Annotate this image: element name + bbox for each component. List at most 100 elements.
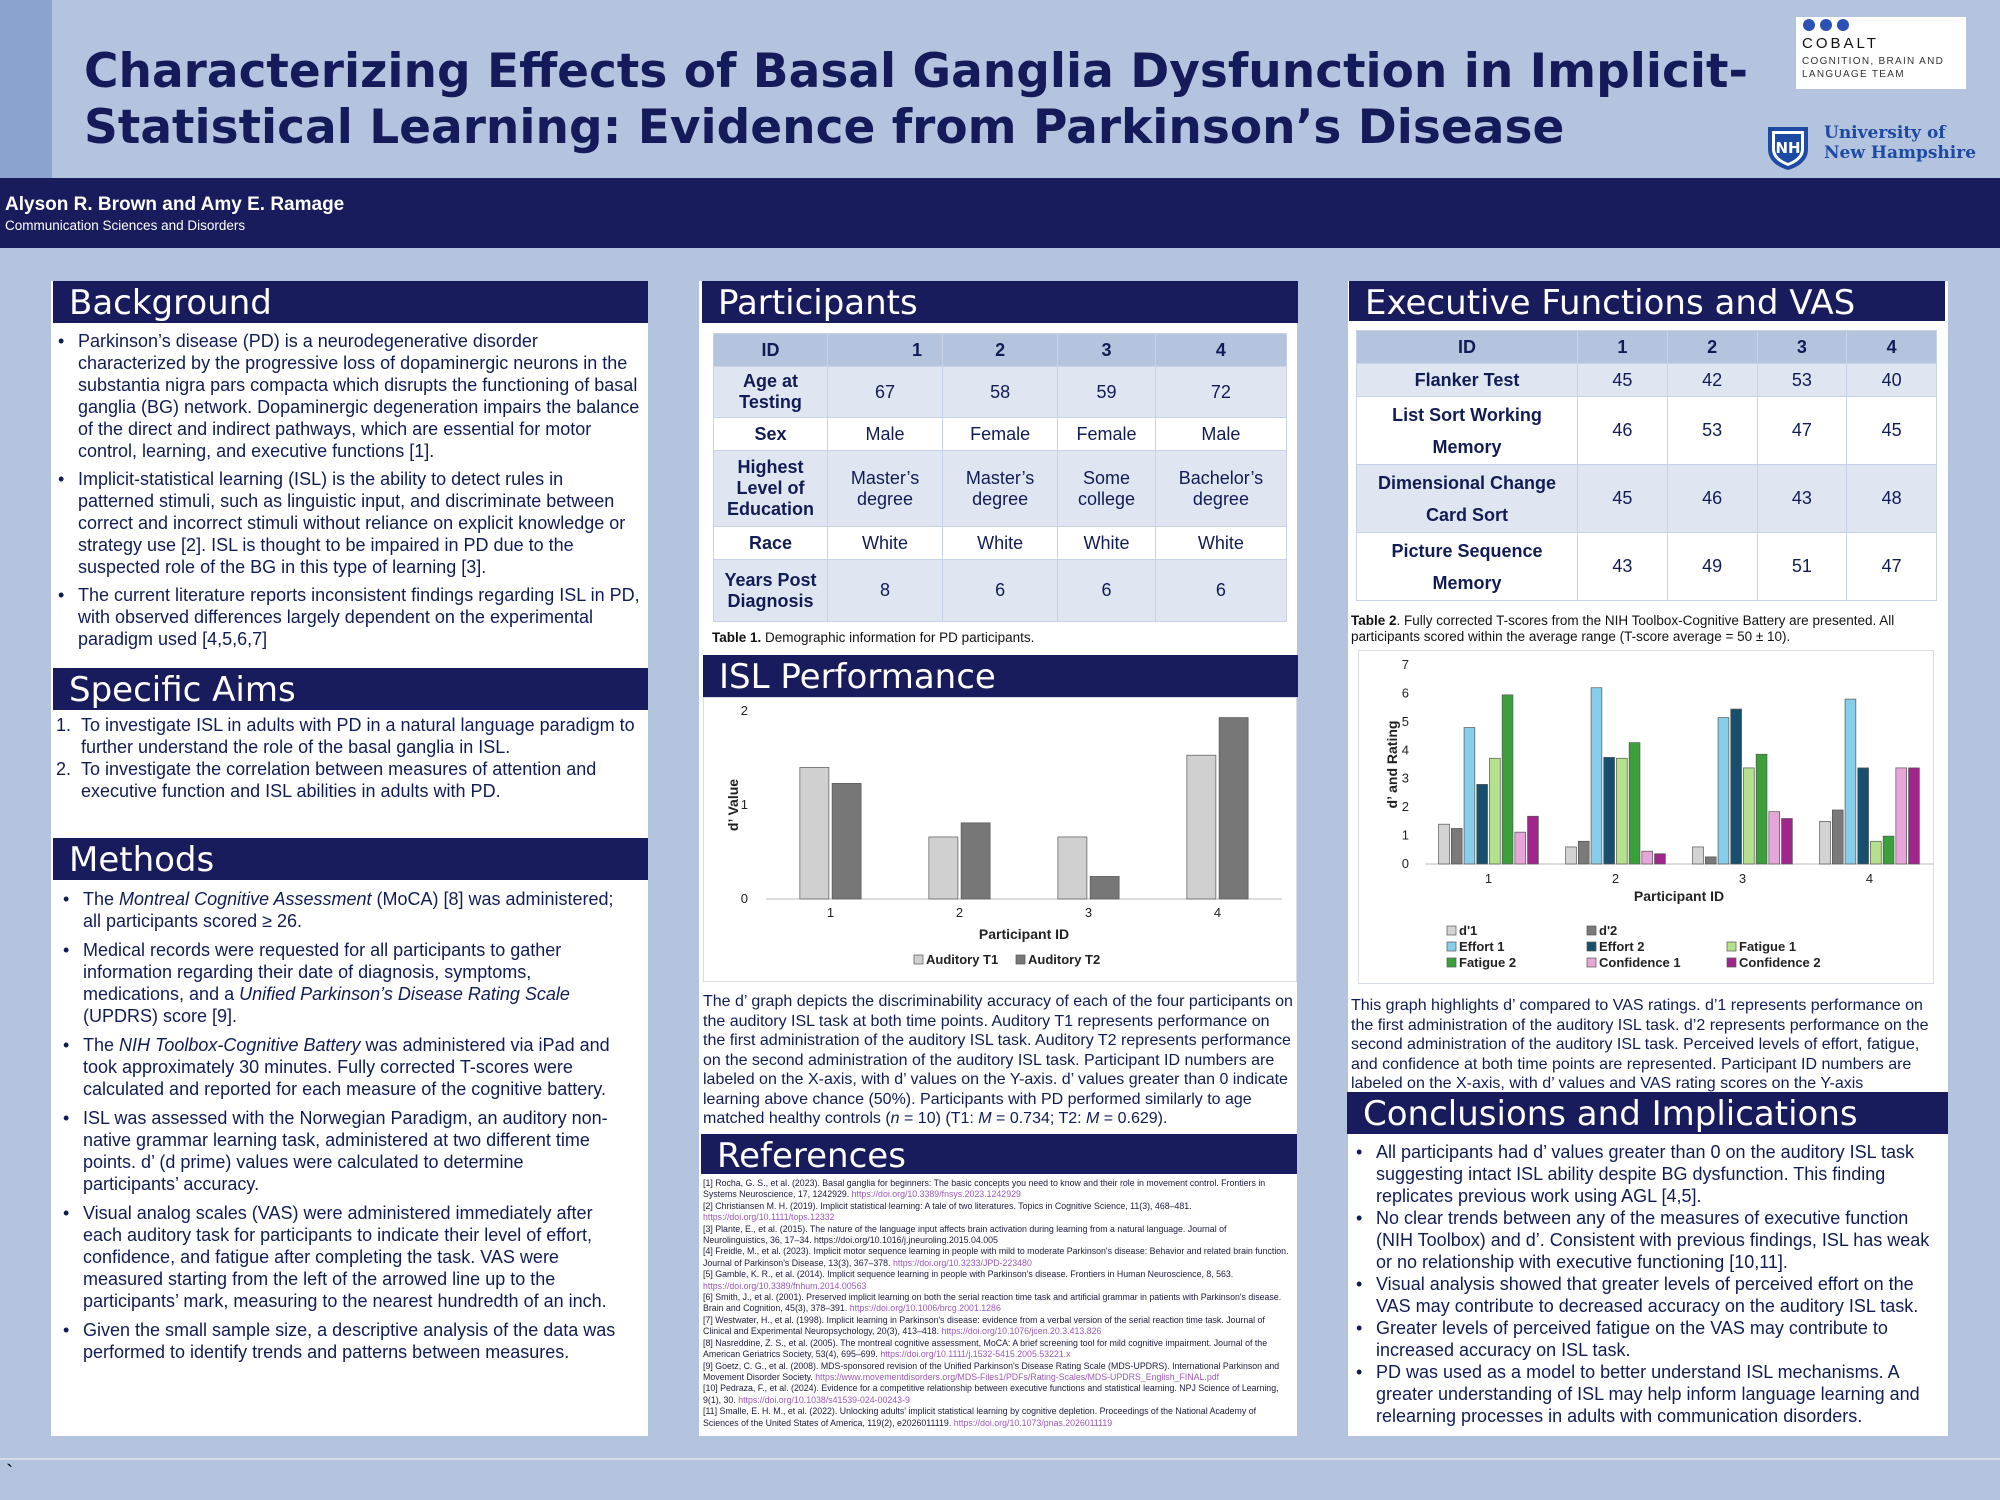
- bar-confidence-2-p4: [1908, 767, 1920, 865]
- legend-swatch: [1726, 941, 1737, 952]
- table-cell: 72: [1154, 366, 1288, 418]
- y-tick-label: 6: [1402, 685, 1409, 700]
- table-row: Flanker Test 45 42 53 40: [1356, 363, 1937, 397]
- x-tick-label: 4: [1214, 905, 1221, 920]
- header-cell: 3: [1756, 330, 1848, 364]
- row-label: Age at Testing: [713, 366, 828, 418]
- x-tick-label: 2: [1612, 871, 1619, 886]
- isl-heading: ISL Performance: [703, 655, 1298, 697]
- isl-chart-frame: 0 1 2 1 2 3 4 Participant ID d’ Value Auditory T1…: [703, 697, 1297, 982]
- methods-item: Medical records were requested for all p…: [57, 939, 617, 1027]
- conclusion-item: Visual analysis showed that greater leve…: [1350, 1273, 1942, 1317]
- bar-fatigue-2-p2: [1628, 742, 1641, 865]
- table-cell: 51: [1756, 532, 1848, 601]
- y-axis-title: d’ and Rating: [1384, 721, 1400, 809]
- bar-fatigue-1-p1: [1489, 757, 1501, 865]
- background-item: The current literature reports inconsist…: [52, 584, 642, 650]
- methods-item: Visual analog scales (VAS) were administ…: [57, 1202, 617, 1312]
- header-cell: 2: [1666, 330, 1758, 364]
- bar-auditory-t2-p1: [831, 783, 862, 900]
- bar-fatigue-1-p3: [1743, 767, 1755, 865]
- header-cell: 3: [1057, 333, 1156, 367]
- y-axis-title: d’ Value: [725, 779, 741, 831]
- reference-link[interactable]: https://doi.org/10.3233/JPD-223480: [892, 1257, 1032, 1268]
- table-cell: 58: [942, 366, 1059, 418]
- bar-auditory-t1-p2: [928, 836, 959, 900]
- row-label: List Sort Working Memory: [1356, 396, 1578, 465]
- legend-label: Auditory T1: [926, 952, 998, 967]
- aims-heading: Specific Aims: [53, 668, 648, 710]
- background-list: Parkinson’s disease (PD) is a neurodegen…: [52, 330, 642, 650]
- unh-line1: University of: [1824, 123, 1946, 143]
- reference-item: [1] Rocha, G. S., et al. (2023). Basal g…: [703, 1178, 1266, 1200]
- conclusion-item: All participants had d’ values greater t…: [1350, 1141, 1942, 1207]
- reference-link[interactable]: https://doi.org/10.1111/tops.12332: [703, 1212, 835, 1223]
- legend-label: Effort 1: [1459, 939, 1505, 954]
- footer-bar: `: [0, 1458, 2000, 1500]
- x-tick-label: 4: [1866, 871, 1873, 886]
- reference-item: [3] Plante, E., et al. (2015). The natur…: [703, 1223, 1227, 1246]
- table-cell: 45: [1846, 396, 1937, 465]
- table-cell: 46: [1666, 464, 1758, 533]
- legend-swatch: [1446, 957, 1457, 968]
- table-cell: Female: [1057, 417, 1156, 451]
- table-row: Sex Male Female Female Male: [713, 417, 1288, 451]
- y-tick-label: 3: [1402, 771, 1409, 786]
- background-heading: Background: [53, 281, 648, 323]
- legend-label: Auditory T2: [1028, 952, 1100, 967]
- isl-dprime-chart: 0 1 2 1 2 3 4 Participant ID d’ Value Auditory T1…: [725, 703, 1282, 967]
- x-tick-label: 3: [1739, 871, 1746, 886]
- header-cell: 2: [942, 333, 1059, 367]
- exec-description: This graph highlights d’ compared to VAS…: [1351, 997, 1929, 1092]
- table-cell: Male: [1154, 417, 1288, 451]
- y-tick-label: 2: [741, 703, 748, 718]
- y-tick-label: 5: [1402, 714, 1409, 729]
- poster-title: Characterizing Effects of Basal Ganglia …: [84, 44, 1748, 155]
- author-bar: Alyson R. Brown and Amy E. Ramage Commun…: [0, 178, 2000, 248]
- bar-effort-1-p3: [1717, 717, 1730, 865]
- table-cell: Male: [826, 417, 944, 451]
- reference-link[interactable]: https://doi.org/10.1006/brcg.2001.1286: [849, 1303, 1001, 1314]
- table-cell: Master’s degree: [826, 450, 944, 527]
- reference-item: [5] Gamble, K. R., et al. (2014). Implic…: [703, 1269, 1234, 1291]
- table-cell: Master’s degree: [942, 450, 1059, 527]
- legend-label: Fatigue 2: [1459, 955, 1516, 970]
- table-cell: 42: [1666, 363, 1758, 397]
- reference-link[interactable]: https://doi.org/10.1111/j.1532-5415.2005…: [880, 1349, 1071, 1360]
- bar-confidence-1-p1: [1514, 831, 1526, 865]
- bar-d-2-p4: [1832, 809, 1844, 865]
- legend-label: Confidence 2: [1739, 955, 1821, 970]
- table-cell: Some college: [1057, 450, 1156, 527]
- bar-confidence-1-p3: [1768, 811, 1780, 865]
- table-cell: White: [942, 526, 1059, 560]
- reference-item: [9] Goetz, C. G., et al. (2008). MDS-spo…: [703, 1360, 1280, 1382]
- background-item: Implicit-statistical learning (ISL) is t…: [52, 468, 642, 578]
- row-label: Picture Sequence Memory: [1356, 532, 1578, 601]
- reference-item: [11] Smalle, E. H. M., et al. (2022). Un…: [703, 1406, 1257, 1428]
- reference-link[interactable]: https://doi.org/10.1038/s41539-024-00243…: [738, 1394, 910, 1405]
- bar-confidence-1-p2: [1641, 850, 1653, 865]
- bar-effort-2-p4: [1857, 767, 1869, 865]
- header-cell: 4: [1154, 333, 1288, 367]
- isl-description: The d’ graph depicts the discriminabilit…: [703, 993, 1293, 1127]
- reference-link[interactable]: https://doi.org/10.3389/fnhum.2014.00563: [703, 1280, 867, 1291]
- conclusion-item: Greater levels of perceived fatigue on t…: [1350, 1317, 1942, 1361]
- reference-link[interactable]: https://www.movementdisorders.org/MDS-Fi…: [815, 1371, 1220, 1382]
- bar-confidence-1-p4: [1895, 767, 1907, 865]
- conclusion-item: PD was used as a model to better underst…: [1350, 1361, 1942, 1427]
- participants-header-row: ID 1 2 3 4: [713, 333, 1288, 367]
- methods-item: The NIH Toolbox-Cognitive Battery was ad…: [57, 1034, 617, 1100]
- table-cell: Bachelor’s degree: [1154, 450, 1288, 527]
- table-cell: 53: [1666, 396, 1758, 465]
- methods-heading: Methods: [53, 838, 648, 880]
- cobalt-logo-subtitle: COGNITION, BRAIN AND LANGUAGE TEAM: [1802, 56, 1945, 80]
- unh-shield-icon: NH: [1768, 127, 1808, 170]
- reference-link[interactable]: https://doi.org/10.3389/fnsys.2023.12429…: [851, 1189, 1021, 1200]
- reference-link[interactable]: https://doi.org/10.1076/jcen.20.3.413.82…: [941, 1326, 1102, 1337]
- reference-link[interactable]: https://doi.org/10.1073/pnas.2026011119: [953, 1417, 1113, 1428]
- bar-auditory-t2-p4: [1218, 717, 1249, 900]
- legend-swatch: [1586, 957, 1597, 968]
- x-tick-label: 1: [1485, 871, 1492, 886]
- table-cell: 49: [1666, 532, 1758, 601]
- bar-d-1-p1: [1438, 823, 1450, 865]
